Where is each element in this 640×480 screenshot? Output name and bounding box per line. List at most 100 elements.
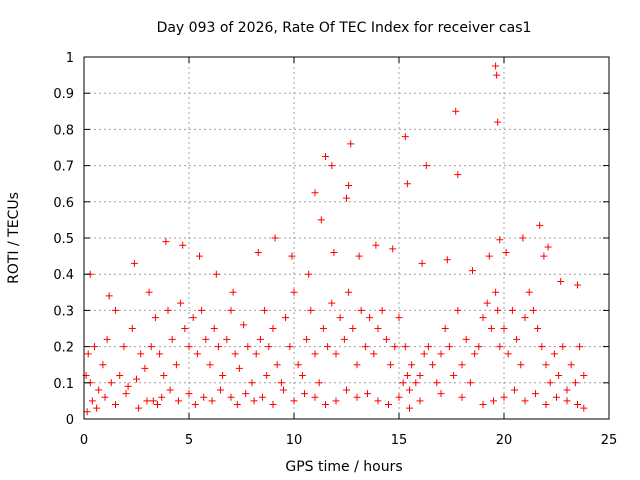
data-point <box>521 397 529 405</box>
data-point <box>185 343 193 351</box>
data-point <box>332 350 340 358</box>
data-point <box>164 306 172 314</box>
data-point <box>422 162 430 170</box>
data-point <box>248 379 256 387</box>
data-point <box>177 299 185 307</box>
data-point <box>580 372 588 380</box>
data-point <box>382 335 390 343</box>
data-point <box>219 372 227 380</box>
data-point <box>364 390 371 398</box>
data-point <box>538 343 546 351</box>
data-point <box>496 343 504 351</box>
data-point <box>466 379 474 387</box>
data-point <box>99 361 107 369</box>
data-point <box>563 386 571 394</box>
x-axis-label: GPS time / hours <box>285 459 402 475</box>
data-point <box>263 372 271 380</box>
data-point <box>290 397 298 405</box>
data-point <box>424 343 432 351</box>
data-point <box>151 314 159 322</box>
data-point <box>143 397 151 405</box>
data-point <box>389 245 397 253</box>
data-point <box>357 306 365 314</box>
data-point <box>485 252 493 260</box>
data-point <box>355 252 363 260</box>
data-point <box>492 288 500 296</box>
data-point <box>469 267 476 275</box>
data-point <box>233 401 241 409</box>
data-point <box>500 393 508 401</box>
y-tick-label: 0.7 <box>53 160 74 175</box>
y-tick-label: 0.6 <box>53 196 74 211</box>
data-point <box>250 397 258 405</box>
data-point <box>181 325 189 332</box>
data-point <box>361 343 369 351</box>
grid <box>84 57 609 419</box>
data-point <box>303 335 311 343</box>
axis-ticks: 0 5 10 15 20 25 0 0.1 0.2 0.3 0.4 0.5 0.6 0.7 0.8 0.9 1 <box>53 51 617 448</box>
data-point <box>437 390 445 398</box>
data-point <box>305 270 313 278</box>
data-point <box>91 343 98 351</box>
data-point <box>124 382 132 390</box>
data-point <box>517 361 525 369</box>
data-point <box>490 397 497 405</box>
y-tick-label: 0.8 <box>53 123 74 138</box>
chart-title: Day 093 of 2026, Rate Of TEC Index for r… <box>157 20 532 36</box>
x-tick-label: 0 <box>80 433 88 448</box>
data-point <box>229 288 237 296</box>
y-axis-label: ROTI / TECUs <box>6 192 22 284</box>
data-point <box>200 393 208 401</box>
data-point <box>366 314 374 322</box>
data-point <box>479 401 487 409</box>
data-point <box>403 180 411 188</box>
data-point <box>120 343 128 351</box>
data-point <box>462 335 470 343</box>
data-point <box>401 133 409 141</box>
data-point <box>158 393 166 401</box>
data-point <box>378 306 386 314</box>
data-point <box>130 259 138 267</box>
data-point <box>319 325 327 332</box>
data-point <box>212 270 220 278</box>
data-point <box>294 361 302 369</box>
data-point <box>521 314 529 322</box>
data-point <box>154 401 161 409</box>
data-point <box>493 71 501 79</box>
data-point <box>494 118 502 126</box>
data-point <box>240 321 248 329</box>
data-point <box>345 182 353 190</box>
data-point <box>406 404 413 412</box>
plot-frame <box>83 56 610 420</box>
data-point <box>301 390 308 398</box>
y-tick-label: 0.2 <box>53 341 74 356</box>
x-tick-label: 15 <box>391 433 408 448</box>
data-point <box>372 241 380 249</box>
data-point <box>298 372 306 380</box>
data-point <box>437 350 445 358</box>
data-point <box>343 386 350 394</box>
data-point <box>571 379 579 387</box>
data-point <box>269 401 277 409</box>
data-point <box>217 386 224 394</box>
data-point <box>322 153 329 161</box>
y-tick-label: 0.1 <box>53 377 74 392</box>
data-point <box>273 361 281 369</box>
data-point <box>244 343 252 351</box>
data-point <box>395 314 403 322</box>
data-point <box>88 397 96 405</box>
data-point <box>416 397 424 405</box>
y-tick-label: 0.3 <box>53 304 74 319</box>
data-point <box>450 372 458 380</box>
data-point <box>574 281 581 289</box>
data-point <box>500 325 508 332</box>
data-point <box>576 343 584 351</box>
data-point <box>536 221 544 229</box>
data-point <box>420 350 428 358</box>
x-tick-label: 20 <box>496 433 513 448</box>
data-point <box>525 288 533 296</box>
data-point <box>347 140 355 148</box>
data-point <box>317 216 325 224</box>
data-point <box>259 393 266 401</box>
data-point <box>105 292 113 300</box>
